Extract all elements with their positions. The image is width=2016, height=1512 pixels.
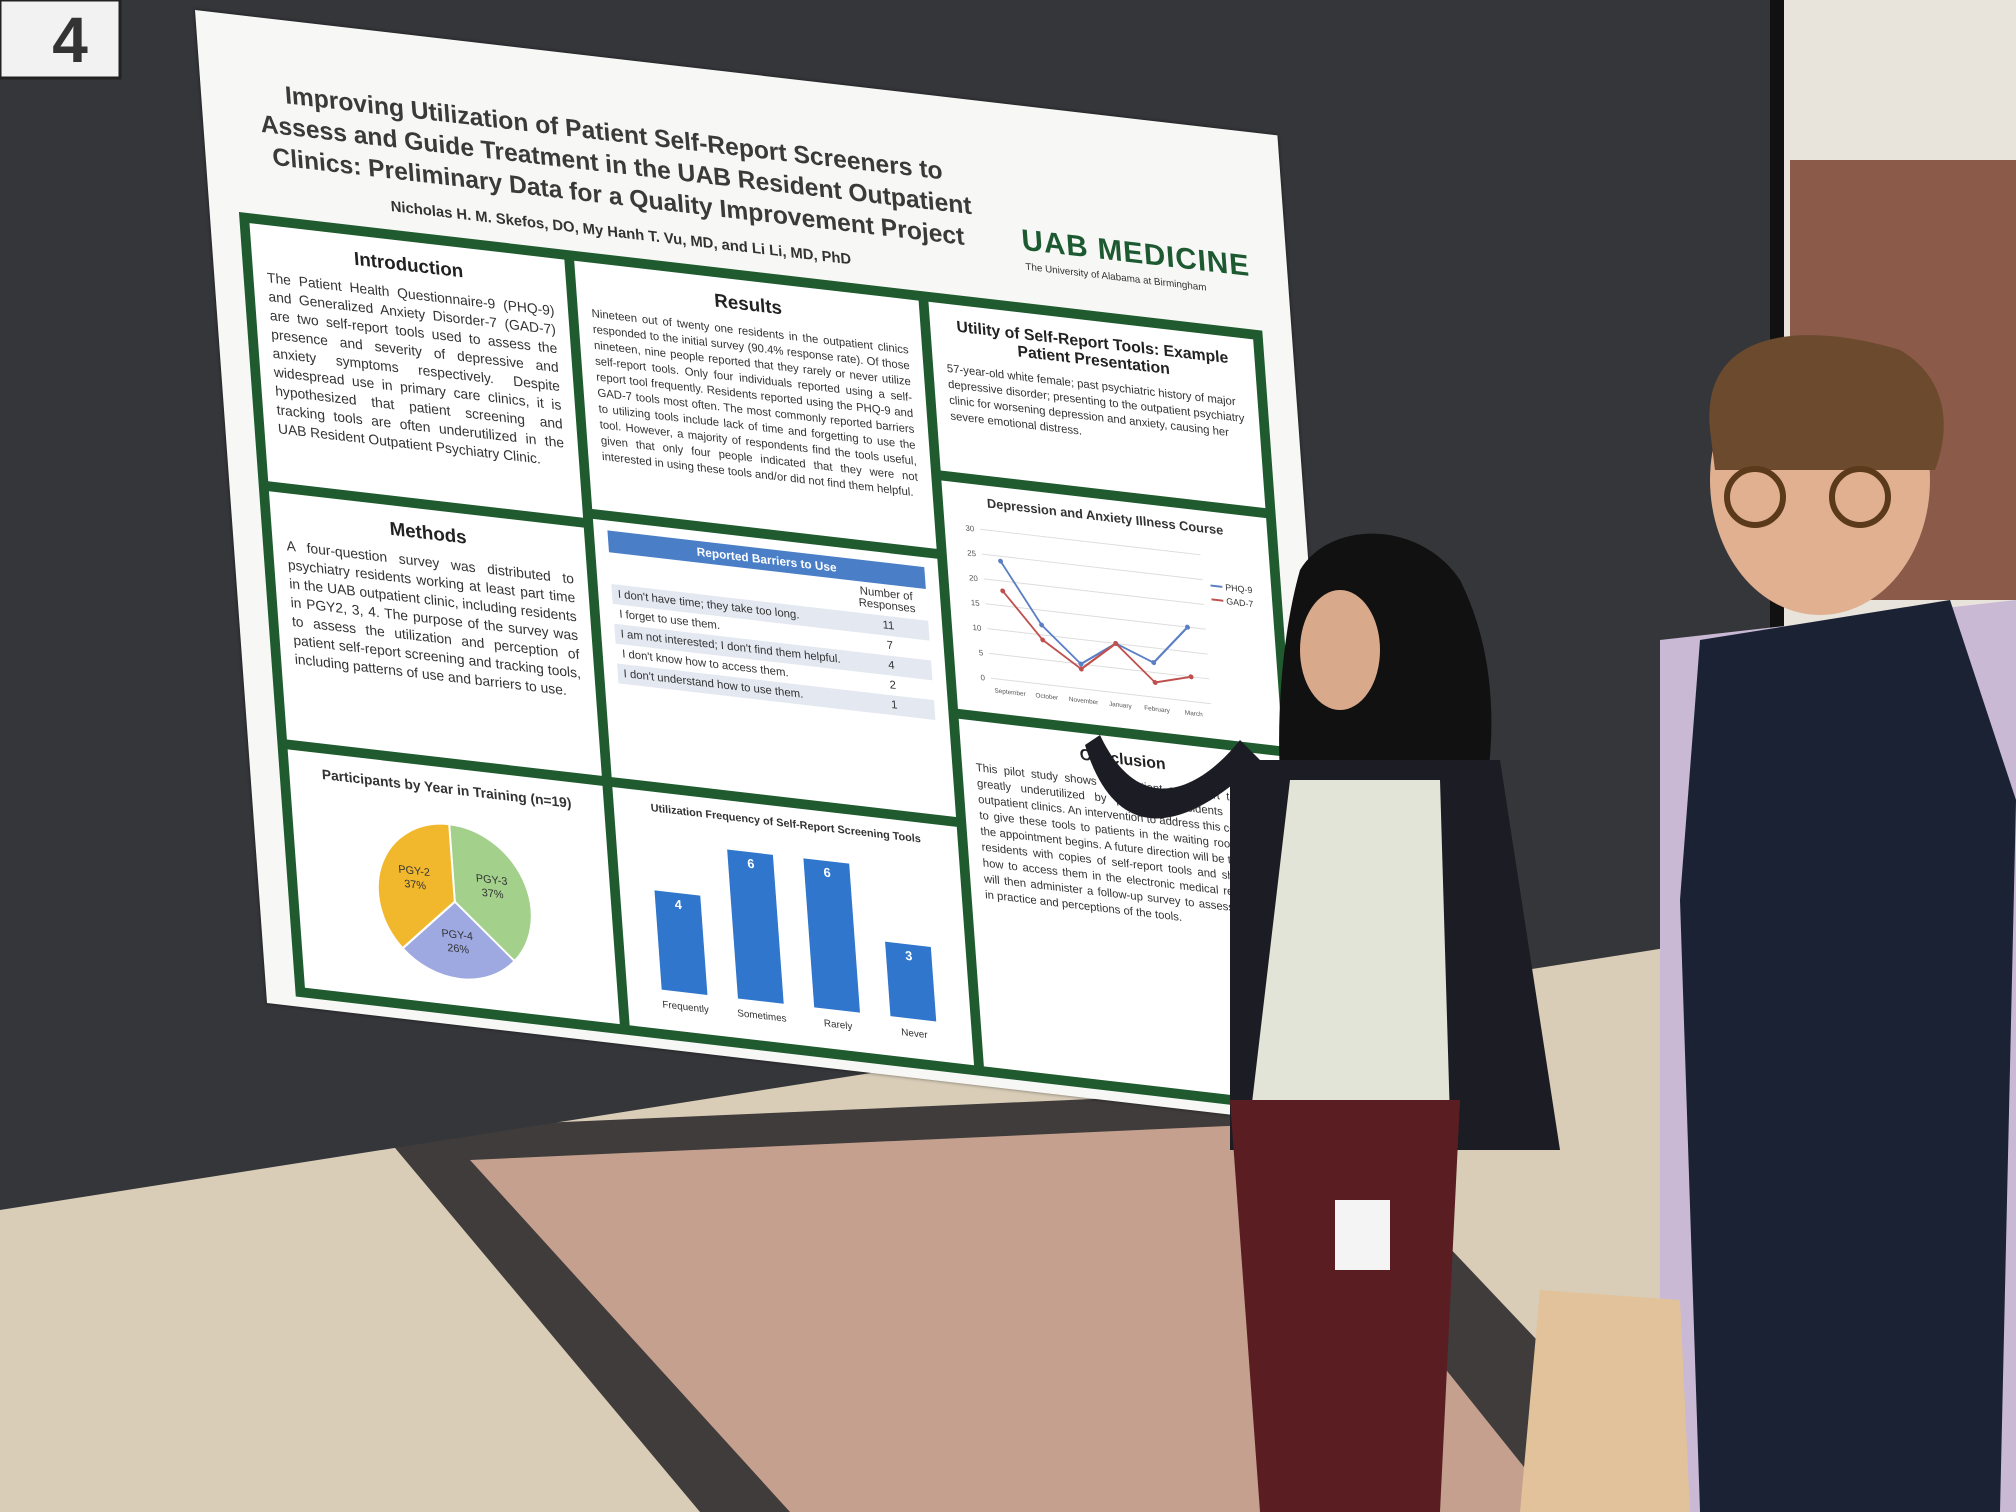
poster: Improving Utilization of Patient Self-Re…: [195, 10, 1350, 1129]
series-marker: [1040, 637, 1046, 643]
x-tick-label: Never: [901, 1027, 929, 1041]
grid-line: [985, 603, 1206, 630]
series-marker: [1078, 666, 1084, 672]
bar-value: 6: [747, 856, 755, 872]
arm: [1085, 735, 1260, 819]
y-tick-label: 0: [980, 673, 986, 683]
series-marker: [1039, 622, 1045, 628]
bar: [803, 858, 860, 1013]
legend-label: PHQ-9: [1225, 582, 1253, 595]
x-tick-label: Rarely: [824, 1018, 853, 1032]
x-tick-label: March: [1185, 710, 1204, 719]
series-marker: [1152, 679, 1158, 685]
x-tick-label: September: [994, 687, 1027, 698]
grid-line: [989, 652, 1210, 680]
x-tick-label: January: [1109, 701, 1133, 711]
grid-line: [981, 553, 1203, 581]
y-tick-label: 30: [965, 524, 975, 534]
series-marker: [1078, 661, 1084, 667]
series-marker: [998, 558, 1004, 564]
glasses: [1724, 466, 1786, 528]
series-line: [1002, 590, 1192, 684]
grid-line: [990, 677, 1212, 705]
bar-value: 3: [905, 948, 913, 964]
pie-slice: [448, 823, 533, 963]
grid-line: [983, 578, 1205, 605]
y-tick-label: 10: [972, 623, 982, 633]
x-tick-label: Frequently: [662, 999, 709, 1015]
slice-label: PGY-2: [398, 863, 430, 879]
x-tick-label: February: [1144, 705, 1171, 715]
grid-line: [987, 628, 1208, 655]
woman: [1085, 533, 1560, 1512]
glasses: [1829, 466, 1891, 528]
slice-value: 37%: [404, 878, 427, 893]
badge: [1335, 1200, 1390, 1270]
series-marker: [1151, 660, 1157, 666]
pie-slice: [376, 822, 456, 950]
bar-chart: Utilization Frequency of Self-Report Scr…: [650, 802, 937, 1041]
legend-swatch: [1211, 598, 1224, 602]
poster-frame: Introduction The Patient Health Question…: [238, 212, 1320, 1116]
blouse: [1250, 780, 1450, 1120]
bar: [654, 890, 708, 995]
slice-label: PGY-3: [476, 872, 508, 888]
bar-panel: Utilization Frequency of Self-Report Scr…: [612, 787, 975, 1066]
bar: [885, 941, 937, 1022]
series-marker: [1185, 624, 1190, 630]
bar-value: 6: [823, 864, 831, 880]
y-tick-label: 20: [969, 573, 979, 583]
bag: [1520, 1290, 1690, 1512]
x-tick-label: November: [1069, 696, 1100, 707]
slice-label: PGY-4: [441, 927, 473, 943]
slice-value: 26%: [447, 942, 470, 957]
y-tick-label: 25: [967, 548, 977, 558]
pie-slice: [401, 900, 516, 981]
series-marker: [1188, 674, 1194, 680]
x-tick-label: October: [1035, 692, 1059, 702]
bar: [727, 849, 784, 1004]
legend-swatch: [1210, 584, 1223, 588]
sign: [0, 0, 122, 80]
legend-label: GAD-7: [1226, 596, 1254, 609]
series-marker: [1113, 640, 1119, 646]
series-line: [999, 560, 1189, 666]
man: [1520, 335, 2016, 1512]
series-marker: [1000, 588, 1006, 594]
hair: [1709, 335, 1944, 470]
face: [1300, 590, 1380, 710]
slice-value: 37%: [481, 887, 504, 902]
pants: [1230, 1100, 1460, 1512]
vest: [1680, 600, 2016, 1512]
bar-value: 4: [674, 896, 683, 912]
sign-number: 4: [52, 4, 88, 76]
grid-line: [980, 528, 1201, 556]
y-tick-label: 15: [971, 598, 981, 608]
y-tick-label: 5: [978, 648, 984, 658]
